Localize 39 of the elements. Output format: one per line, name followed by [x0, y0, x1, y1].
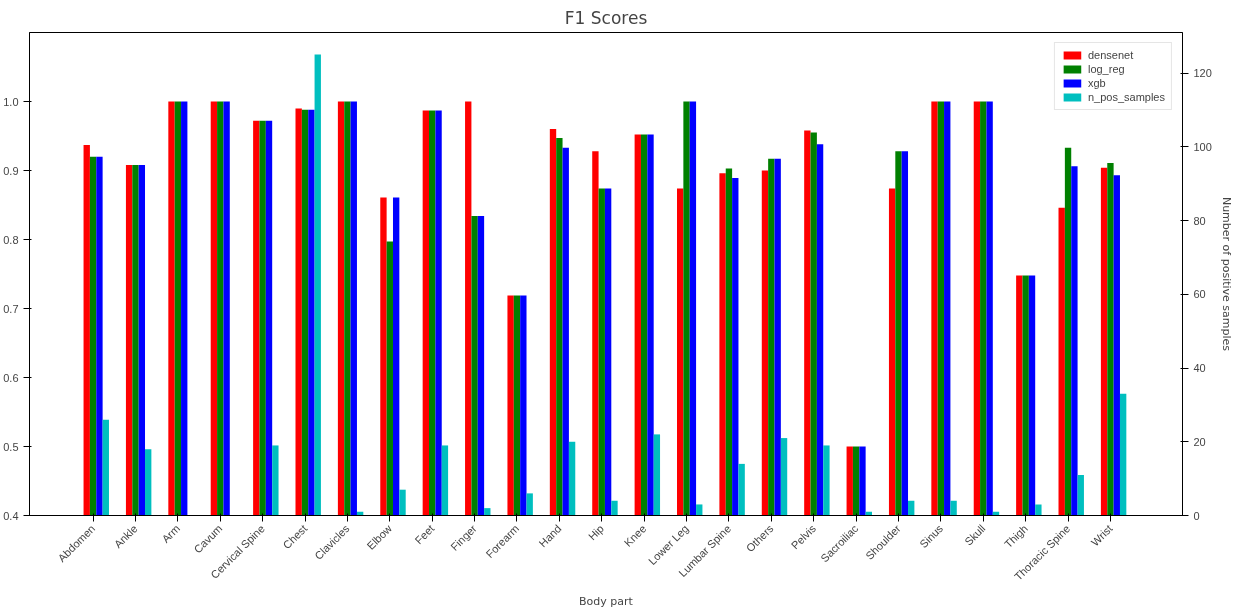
- bar: [1077, 474, 1084, 516]
- legend-label: densenet: [1087, 49, 1134, 61]
- x-tick-label: Hip: [585, 522, 607, 543]
- y-tick-label: 0.8: [3, 233, 19, 246]
- legend-label: n_pos_samples: [1087, 91, 1165, 103]
- chart-title: F1 Scores: [564, 7, 648, 28]
- bar: [738, 463, 745, 516]
- y2-tick-label: 120: [1193, 67, 1212, 80]
- y-tick-label: 0.6: [3, 371, 19, 384]
- x-axis-title: Body part: [579, 594, 634, 608]
- y2-tick-label: 0: [1193, 509, 1200, 522]
- y2-tick-label: 100: [1193, 140, 1212, 153]
- y2-tick-label: 60: [1193, 288, 1206, 301]
- y2-axis-title: Number of positive samples: [1219, 196, 1233, 352]
- y-tick-label: 1.0: [3, 95, 19, 108]
- bar: [145, 449, 152, 516]
- x-tick-label: Arm: [159, 522, 183, 545]
- bar: [780, 438, 788, 516]
- bar: [526, 493, 533, 516]
- bar: [272, 445, 279, 516]
- legend-label: xgb: [1087, 77, 1107, 89]
- bar: [950, 500, 957, 516]
- y2-tick-label: 20: [1193, 435, 1206, 448]
- bar: [568, 441, 576, 516]
- legend-label: log_reg: [1087, 63, 1125, 75]
- bar: [823, 445, 830, 516]
- bar: [611, 500, 618, 516]
- bar: [653, 434, 661, 516]
- bar: [696, 504, 703, 516]
- bar: [441, 445, 449, 516]
- bar: [399, 489, 406, 516]
- y-tick-label: 0.4: [3, 509, 19, 522]
- bar: [102, 419, 109, 516]
- y-tick-label: 0.7: [3, 302, 19, 315]
- y2-tick-label: 40: [1193, 362, 1206, 375]
- y-tick-label: 0.9: [3, 164, 19, 177]
- y-tick-label: 0.5: [3, 440, 19, 453]
- bar: [1035, 504, 1042, 516]
- y2-tick-label: 80: [1193, 214, 1206, 227]
